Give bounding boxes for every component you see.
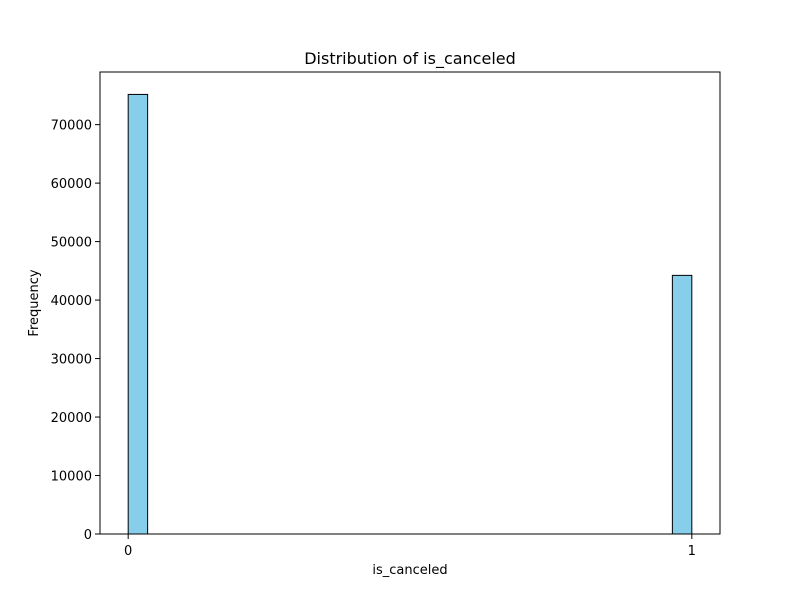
y-axis-label: Frequency [27,269,42,336]
y-axis-ticks: 0 10000 20000 30000 40000 50000 60000 70000 [51,119,100,543]
chart-title: Distribution of is_canceled [304,49,516,69]
y-tick-label-0: 0 [84,528,92,543]
x-tick-label-0: 0 [124,544,132,559]
histogram-bar-1 [671,274,693,535]
y-tick-label-3: 30000 [51,353,92,368]
y-tick-label-1: 10000 [51,470,92,485]
plot-frame [99,71,721,535]
y-tick-label-7: 70000 [51,119,92,134]
y-tick-label-5: 50000 [51,236,92,251]
y-tick-label-4: 40000 [51,294,92,309]
histogram-bar-0 [127,93,149,535]
y-tick-label-6: 60000 [51,177,92,192]
bars-layer [127,93,693,535]
x-axis-label: is_canceled [372,563,447,578]
y-tick-label-2: 20000 [51,411,92,426]
x-tick-label-1: 1 [688,544,696,559]
